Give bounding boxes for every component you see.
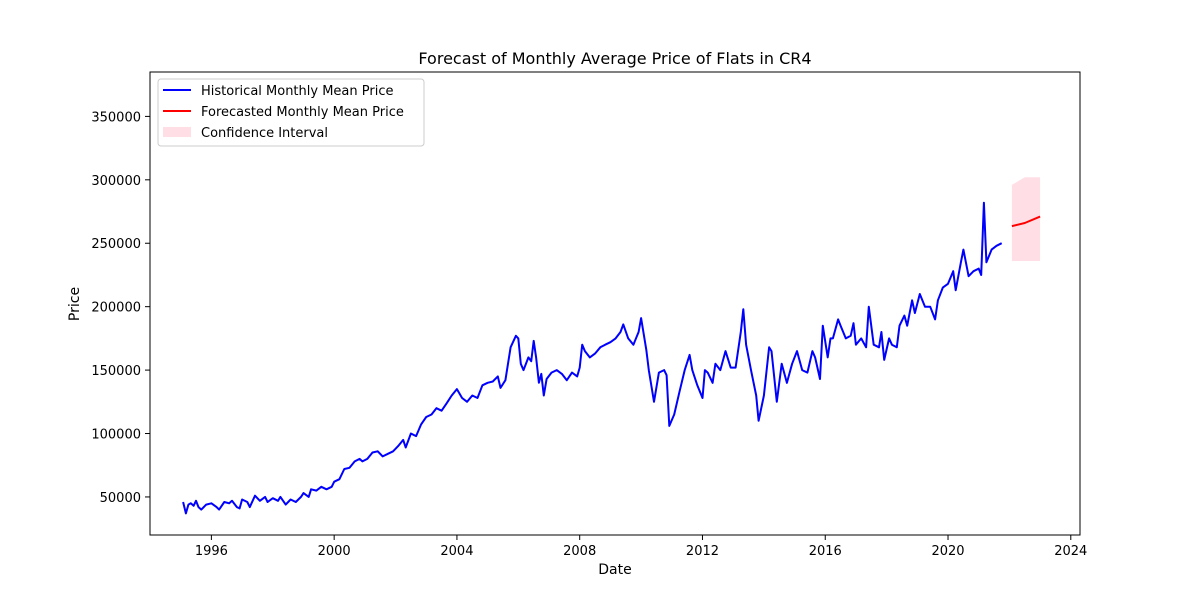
forecast-price-line (1011, 215, 1041, 228)
x-tick-label: 2024 (1054, 544, 1087, 559)
axes-frame (149, 71, 1081, 536)
x-tick-label: 2016 (809, 544, 842, 559)
legend-box (157, 78, 425, 147)
x-tick-label: 1996 (195, 544, 228, 559)
x-tick-label: 2008 (563, 544, 596, 559)
legend: Historical Monthly Mean Price Forecasted … (157, 78, 425, 147)
x-axis-label: Date (598, 562, 631, 578)
x-tick-label: 2012 (686, 544, 719, 559)
x-tick-label: 2000 (318, 544, 351, 559)
legend-label: Historical Monthly Mean Price (201, 84, 393, 99)
y-tick-label: 100000 (91, 428, 141, 443)
legend-label: Forecasted Monthly Mean Price (201, 105, 404, 120)
confidence-interval-band (1011, 177, 1041, 261)
y-tick-label: 300000 (91, 174, 141, 189)
chart-title: Forecast of Monthly Average Price of Fla… (418, 49, 811, 68)
legend-label: Confidence Interval (201, 126, 328, 141)
y-axis-label: Price (67, 287, 83, 321)
y-tick-label: 250000 (91, 237, 141, 252)
plot-area: 1996 2000 2004 2008 2012 2016 2020 2024 50000 100… (91, 71, 1087, 559)
legend-swatch-patch (163, 127, 191, 137)
historical-price-line (182, 201, 1003, 515)
x-tick-label: 2004 (440, 544, 473, 559)
y-tick-label: 150000 (91, 364, 141, 379)
x-tick-label: 2020 (931, 544, 964, 559)
y-tick-label: 50000 (100, 491, 141, 506)
y-tick-label: 200000 (91, 301, 141, 316)
y-tick-label: 350000 (91, 110, 141, 125)
